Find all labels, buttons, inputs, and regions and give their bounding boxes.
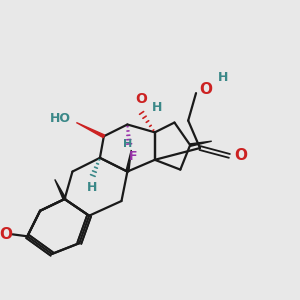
Text: O: O	[0, 227, 12, 242]
Polygon shape	[126, 150, 131, 172]
Polygon shape	[76, 122, 104, 138]
Text: H: H	[152, 101, 162, 114]
Text: H: H	[218, 71, 229, 84]
Text: O: O	[135, 92, 147, 106]
Polygon shape	[55, 179, 66, 200]
Text: H: H	[87, 181, 97, 194]
Text: HO: HO	[50, 112, 71, 125]
Text: O: O	[199, 82, 212, 97]
Polygon shape	[190, 141, 212, 146]
Text: H: H	[123, 139, 132, 149]
Text: F: F	[129, 150, 137, 164]
Text: O: O	[235, 148, 248, 164]
